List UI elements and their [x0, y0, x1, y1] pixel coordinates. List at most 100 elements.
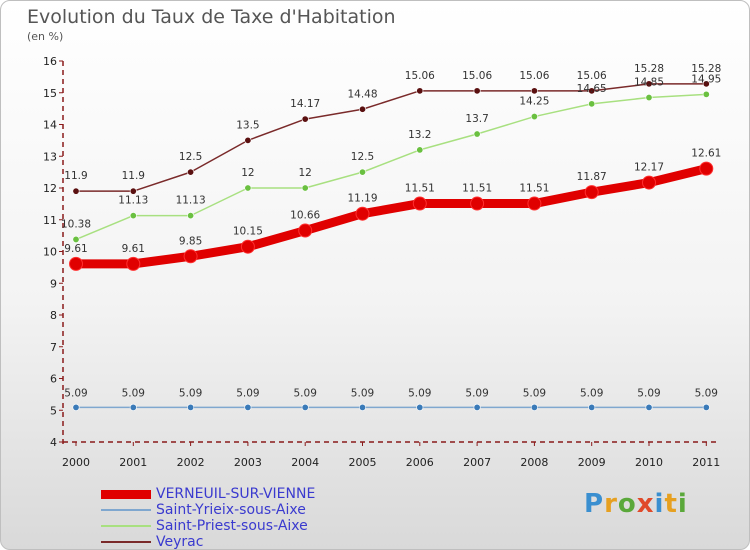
x-tick-label: 2005: [349, 456, 377, 469]
data-label: 14.65: [577, 83, 607, 95]
series-line-veyrac: [75, 83, 708, 192]
legend-label: Saint-Priest-sous-Aixe: [156, 518, 308, 534]
data-label: 15.06: [519, 70, 549, 82]
x-tick-label: 2002: [177, 456, 205, 469]
data-point: [298, 223, 313, 238]
data-point: [244, 136, 252, 144]
chart-subtitle: (en %): [27, 30, 64, 43]
y-tick-label: 7: [50, 341, 57, 354]
data-label: 15.06: [405, 70, 435, 82]
data-point: [301, 184, 309, 192]
y-tick-label: 14: [43, 119, 57, 132]
legend-item: Veyrac: [101, 534, 315, 550]
data-point: [416, 146, 424, 154]
y-tick-label: 11: [43, 214, 57, 227]
data-point: [530, 87, 538, 95]
data-label: 9.61: [64, 243, 87, 255]
data-label: 15.28: [634, 63, 664, 75]
data-label: 5.09: [465, 387, 488, 399]
data-label: 10.15: [233, 226, 263, 238]
data-point: [72, 187, 80, 195]
chart-legend: VERNEUIL-SUR-VIENNE Saint-Yrieix-sous-Aix…: [101, 486, 315, 550]
data-label: 5.09: [408, 387, 431, 399]
data-label: 12.5: [179, 151, 202, 163]
data-label: 9.85: [179, 235, 202, 247]
data-label: 5.09: [580, 387, 603, 399]
data-point: [126, 256, 141, 271]
data-label: 11.13: [118, 195, 148, 207]
series-line-saint-priest-sous-aixe: [75, 93, 708, 241]
y-tick-label: 15: [43, 87, 57, 100]
data-label: 5.09: [637, 387, 660, 399]
data-label: 13.7: [465, 113, 488, 125]
data-point: [412, 196, 427, 211]
data-point: [416, 87, 424, 95]
y-tick-label: 5: [50, 404, 57, 417]
series-line-verneuil-sur-vienne: [71, 164, 711, 269]
data-label: 5.09: [523, 387, 546, 399]
x-tick-label: 2003: [234, 456, 262, 469]
y-tick-label: 9: [50, 277, 57, 290]
data-point: [530, 113, 538, 121]
data-point: [301, 403, 309, 411]
legend-item: VERNEUIL-SUR-VIENNE: [101, 486, 315, 502]
data-label: 10.66: [290, 210, 320, 222]
data-point: [129, 212, 137, 220]
data-point: [187, 212, 195, 220]
data-point: [473, 130, 481, 138]
y-tick-label: 8: [50, 309, 57, 322]
data-point: [645, 403, 653, 411]
y-tick-label: 4: [50, 436, 57, 449]
data-label: 10.38: [61, 218, 91, 230]
data-label: 12: [299, 167, 312, 179]
data-label: 5.09: [64, 387, 87, 399]
data-point: [699, 161, 714, 176]
y-tick-label: 6: [50, 373, 57, 386]
data-point: [645, 94, 653, 102]
data-point: [527, 196, 542, 211]
data-label: 5.09: [122, 387, 145, 399]
data-label: 11.19: [347, 193, 377, 205]
data-point: [702, 403, 710, 411]
legend-item: Saint-Yrieix-sous-Aixe: [101, 502, 315, 518]
data-label: 5.09: [351, 387, 374, 399]
data-point: [244, 403, 252, 411]
data-label: 11.13: [176, 195, 206, 207]
x-tick-label: 2000: [62, 456, 90, 469]
data-label: 14.17: [290, 98, 320, 110]
data-label: 11.51: [519, 183, 549, 195]
x-tick-label: 2009: [578, 456, 606, 469]
legend-swatch: [101, 541, 151, 543]
data-label: 11.9: [64, 170, 87, 182]
data-point: [129, 403, 137, 411]
data-label: 5.09: [294, 387, 317, 399]
x-tick-label: 2008: [520, 456, 548, 469]
data-point: [358, 168, 366, 176]
data-point: [702, 90, 710, 98]
y-tick-label: 13: [43, 150, 57, 163]
data-point: [240, 239, 255, 254]
x-tick-label: 2001: [119, 456, 147, 469]
data-point: [129, 187, 137, 195]
data-label: 13.5: [236, 119, 259, 131]
data-point: [530, 403, 538, 411]
data-label: 12.5: [351, 151, 374, 163]
data-point: [72, 235, 80, 243]
data-label: 14.48: [347, 88, 377, 100]
x-tick-label: 2010: [635, 456, 663, 469]
data-point: [473, 87, 481, 95]
data-label: 15.06: [462, 70, 492, 82]
data-label: 12: [241, 167, 254, 179]
data-label: 13.2: [408, 129, 431, 141]
legend-item: Saint-Priest-sous-Aixe: [101, 518, 315, 534]
data-point: [358, 105, 366, 113]
data-point: [584, 185, 599, 200]
legend-label: Veyrac: [156, 534, 204, 550]
data-point: [473, 403, 481, 411]
data-point: [183, 249, 198, 264]
data-label: 5.09: [695, 387, 718, 399]
x-tick-label: 2007: [463, 456, 491, 469]
legend-label: VERNEUIL-SUR-VIENNE: [156, 486, 316, 502]
legend-label: Saint-Yrieix-sous-Aixe: [156, 502, 306, 518]
